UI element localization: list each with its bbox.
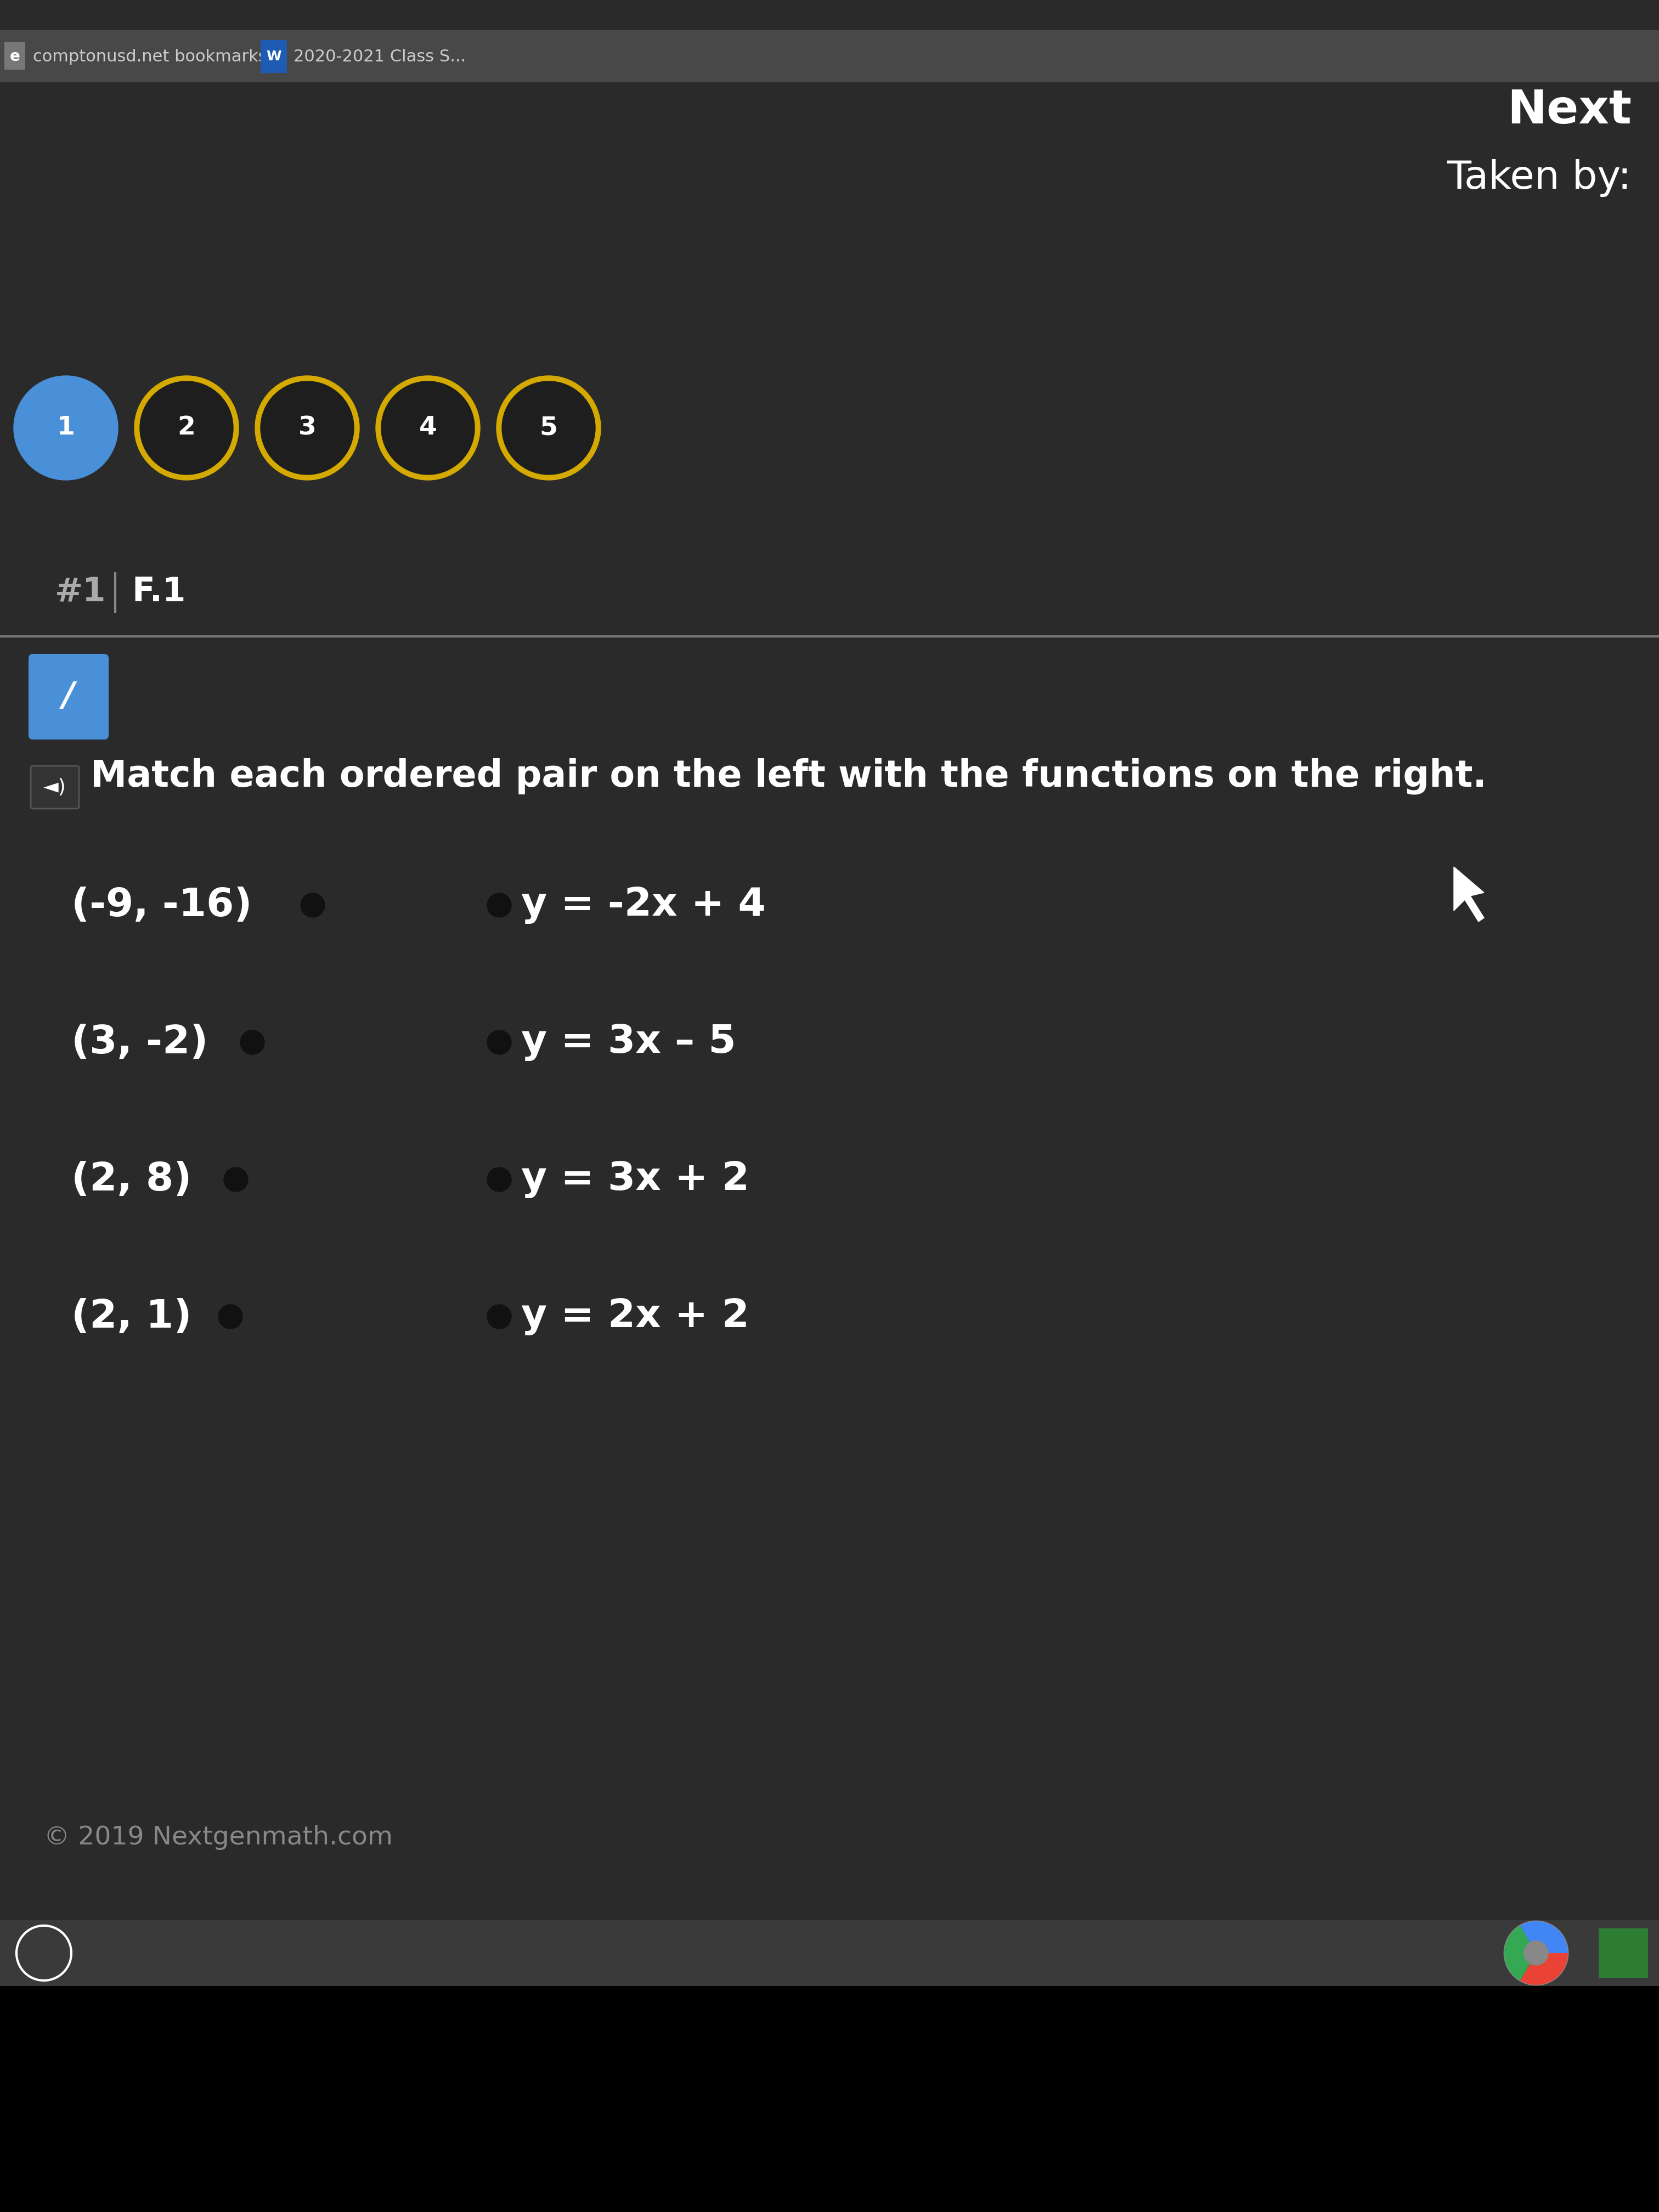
Circle shape — [224, 1168, 247, 1192]
Text: © 2019 Nextgenmath.com: © 2019 Nextgenmath.com — [43, 1825, 393, 1849]
Text: (2, 1): (2, 1) — [71, 1298, 192, 1336]
Polygon shape — [1520, 1922, 1568, 1953]
Circle shape — [241, 1031, 264, 1055]
Text: /: / — [63, 681, 75, 712]
Text: W: W — [265, 51, 282, 64]
Text: 5: 5 — [539, 416, 557, 440]
Circle shape — [488, 1031, 511, 1055]
Text: 2: 2 — [178, 416, 196, 440]
Text: #1: #1 — [55, 577, 106, 608]
FancyBboxPatch shape — [32, 765, 80, 810]
Circle shape — [1525, 1940, 1548, 1964]
Text: y = -2x + 4: y = -2x + 4 — [521, 887, 766, 925]
Text: Next: Next — [1506, 88, 1631, 133]
Text: (2, 8): (2, 8) — [71, 1161, 192, 1199]
Text: (3, -2): (3, -2) — [71, 1024, 207, 1062]
Circle shape — [255, 376, 360, 480]
Circle shape — [260, 380, 353, 476]
Circle shape — [382, 380, 474, 476]
Circle shape — [488, 894, 511, 918]
Circle shape — [377, 376, 479, 480]
FancyBboxPatch shape — [1599, 1929, 1647, 1978]
Circle shape — [488, 1305, 511, 1329]
FancyBboxPatch shape — [0, 1986, 1659, 2212]
Circle shape — [488, 1168, 511, 1192]
Text: 1: 1 — [56, 416, 75, 440]
FancyBboxPatch shape — [260, 40, 287, 73]
FancyBboxPatch shape — [5, 42, 25, 69]
Polygon shape — [1505, 1924, 1536, 1980]
Text: e: e — [10, 49, 20, 64]
Circle shape — [496, 376, 601, 480]
Text: y = 3x – 5: y = 3x – 5 — [521, 1024, 737, 1062]
Text: ◄): ◄) — [43, 779, 66, 796]
Text: Taken by:: Taken by: — [1447, 159, 1631, 197]
Circle shape — [134, 376, 239, 480]
Text: 3: 3 — [299, 416, 317, 440]
Circle shape — [219, 1305, 242, 1329]
FancyBboxPatch shape — [0, 31, 1659, 82]
Text: y = 2x + 2: y = 2x + 2 — [521, 1298, 750, 1336]
Circle shape — [13, 376, 118, 480]
Text: comptonusd.net bookmarks: comptonusd.net bookmarks — [33, 49, 267, 64]
Circle shape — [300, 894, 325, 918]
Polygon shape — [1453, 867, 1485, 922]
Text: Match each ordered pair on the left with the functions on the right.: Match each ordered pair on the left with… — [91, 759, 1486, 794]
Text: 4: 4 — [420, 416, 436, 440]
FancyBboxPatch shape — [0, 1920, 1659, 1986]
Circle shape — [503, 380, 596, 476]
Text: (-9, -16): (-9, -16) — [71, 887, 252, 925]
Text: y = 3x + 2: y = 3x + 2 — [521, 1161, 750, 1199]
Polygon shape — [1520, 1953, 1568, 1984]
Text: 2020-2021 Class S...: 2020-2021 Class S... — [294, 49, 466, 64]
Circle shape — [139, 380, 234, 476]
FancyBboxPatch shape — [28, 655, 108, 739]
Text: F.1: F.1 — [131, 577, 186, 608]
